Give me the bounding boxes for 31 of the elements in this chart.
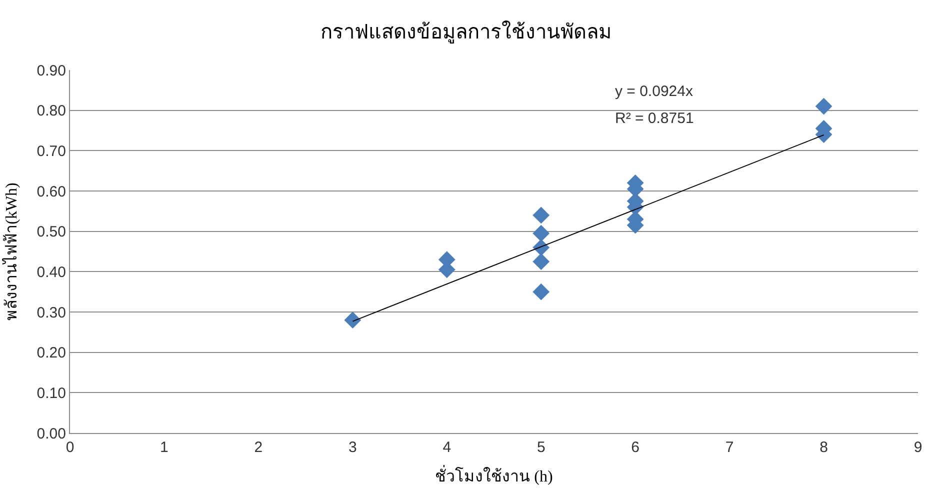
y-tick-label: 0.50 [36,224,66,241]
point [532,206,550,224]
y-tick-label: 0.60 [36,183,66,200]
x-tick-label: 9 [914,439,922,456]
point [815,98,832,115]
x-axis-title: ชั่วโมงใช้งาน (h) [435,464,553,486]
chart-title: กราฟแสดงข้อมูลการใช้งานพัดลม [320,20,612,45]
y-tick-label: 0.30 [36,304,66,322]
point [344,312,362,329]
x-tick-label: 7 [725,439,734,456]
annotation: y = 0.0924x [615,83,694,100]
y-tick-label: 0.00 [36,425,66,442]
point [532,253,550,270]
y-tick-label: 0.10 [36,384,66,402]
y-tick-label: 0.40 [36,264,66,281]
point [532,283,550,300]
y-axis-title: พลังงานไฟฟ้า(kWh) [2,182,21,320]
point [532,224,550,242]
x-tick-label: 1 [160,439,168,456]
annotation: R² = 0.8751 [615,110,694,127]
x-tick-label: 4 [442,439,452,456]
y-tick-label: 0.20 [36,344,66,362]
x-tick-label: 6 [631,439,640,456]
y-tick-label: 0.70 [36,142,66,160]
x-tick-label: 0 [66,439,74,456]
y-tick-label: 0.80 [36,102,66,120]
x-tick-label: 5 [536,439,546,456]
x-tick-label: 2 [254,439,263,456]
x-tick-label: 8 [820,439,828,456]
x-tick-label: 3 [348,439,357,456]
y-tick-label: 0.90 [36,62,66,80]
